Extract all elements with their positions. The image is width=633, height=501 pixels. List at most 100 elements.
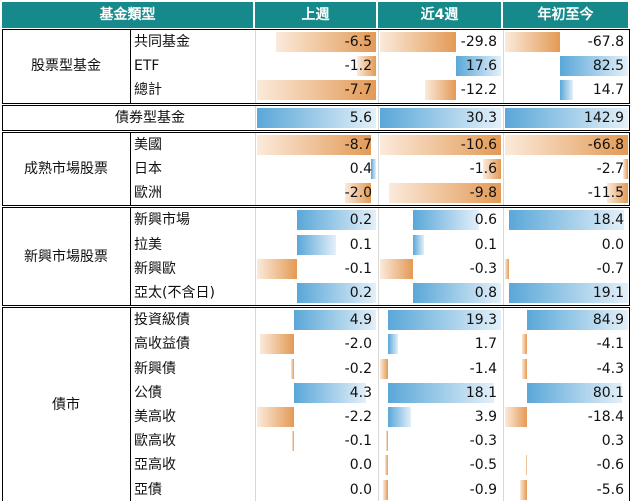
- data-bar: [413, 234, 424, 255]
- header-cell: 年初至今: [503, 2, 630, 28]
- divider: [130, 308, 131, 501]
- data-bar: [505, 134, 628, 155]
- col-divider: [378, 105, 379, 130]
- value: 18.1: [465, 384, 497, 401]
- data-bar: [526, 382, 623, 403]
- value: 0.2: [349, 212, 372, 229]
- data-bar: [386, 431, 389, 452]
- row-label: 美國: [134, 136, 162, 153]
- value: -12.2: [460, 82, 497, 99]
- value: -29.8: [460, 34, 497, 50]
- row-label: 總計: [134, 82, 162, 99]
- data-bar: [257, 134, 371, 155]
- col-divider: [378, 208, 379, 306]
- group-frame: [2, 131, 630, 207]
- value: -9.8: [469, 185, 497, 202]
- data-bar: [292, 431, 294, 452]
- data-bar: [380, 32, 457, 52]
- data-bar: [296, 210, 376, 231]
- value: -4.1: [596, 336, 624, 353]
- value: 0.4: [349, 161, 372, 177]
- data-bar: [380, 107, 501, 128]
- data-bar: [560, 80, 573, 101]
- value: -0.1: [344, 433, 372, 450]
- data-bar: [344, 183, 371, 204]
- col-divider: [378, 132, 379, 206]
- value: 0.2: [349, 285, 372, 301]
- data-bar: [522, 334, 527, 355]
- data-bar: [293, 382, 366, 403]
- data-bar: [623, 159, 628, 179]
- col-divider: [503, 208, 504, 306]
- divider: [130, 30, 131, 103]
- group-frame: [2, 29, 630, 104]
- data-bar: [293, 310, 376, 331]
- data-bar: [505, 107, 628, 128]
- row-label: 公債: [134, 384, 162, 401]
- row-label: 亞太(不含日): [134, 285, 215, 301]
- group-label: 債券型基金: [115, 109, 185, 126]
- data-bar: [388, 382, 494, 403]
- value: -0.3: [469, 433, 497, 450]
- data-bar: [388, 407, 411, 427]
- row-label: 歐高收: [134, 433, 176, 450]
- col-divider: [255, 308, 256, 501]
- row-label: ETF: [134, 58, 160, 75]
- data-bar: [257, 258, 297, 279]
- value: -2.0: [344, 336, 372, 353]
- data-bar: [482, 159, 501, 179]
- value: 142.9: [583, 109, 624, 126]
- col-divider: [255, 105, 256, 130]
- col-divider: [378, 30, 379, 103]
- row-label: 拉美: [134, 236, 162, 253]
- value: 0.0: [601, 236, 624, 253]
- divider: [130, 208, 131, 306]
- data-bar: [413, 283, 501, 303]
- value: 0.1: [349, 236, 372, 253]
- header-cell: 上週: [255, 2, 378, 28]
- header-cell: 基金類型: [2, 2, 255, 28]
- group-frame: [2, 207, 630, 307]
- value: 1.7: [474, 336, 497, 353]
- data-bar: [509, 210, 624, 231]
- row-label: 歐洲: [134, 185, 162, 202]
- value: 0.6: [474, 212, 497, 229]
- col-divider: [255, 30, 256, 103]
- value: -0.1: [344, 260, 372, 277]
- data-bar: [257, 80, 376, 101]
- data-bar: [560, 56, 628, 77]
- col-divider: [378, 308, 379, 501]
- value: 82.5: [592, 58, 624, 75]
- value: 19.3: [465, 312, 497, 329]
- value: -1.2: [344, 58, 372, 75]
- data-bar: [388, 310, 501, 331]
- col-divider: [503, 308, 504, 501]
- data-bar: [257, 107, 376, 128]
- data-bar: [290, 358, 294, 379]
- data-bar: [260, 334, 294, 355]
- data-bar: [296, 234, 337, 255]
- value: -5.6: [596, 481, 624, 498]
- value: 17.6: [465, 58, 497, 75]
- value: -0.3: [469, 260, 497, 277]
- value: -6.5: [344, 34, 372, 50]
- value: -11.5: [587, 185, 624, 202]
- data-bar: [505, 407, 527, 427]
- value: -0.6: [596, 457, 624, 474]
- data-bar: [296, 283, 376, 303]
- value: 3.9: [474, 409, 497, 425]
- row-label: 共同基金: [134, 34, 190, 50]
- value: -18.4: [587, 409, 624, 425]
- value: 5.6: [349, 109, 372, 126]
- row-label: 亞債: [134, 481, 162, 498]
- value: 84.9: [592, 312, 624, 329]
- col-divider: [503, 30, 504, 103]
- data-bar: [380, 258, 413, 279]
- value: 30.3: [465, 109, 497, 126]
- data-bar: [456, 56, 501, 77]
- data-bar: [509, 283, 628, 303]
- col-divider: [255, 208, 256, 306]
- data-bar: [385, 455, 389, 476]
- data-bar: [257, 407, 294, 427]
- row-label: 日本: [134, 161, 162, 177]
